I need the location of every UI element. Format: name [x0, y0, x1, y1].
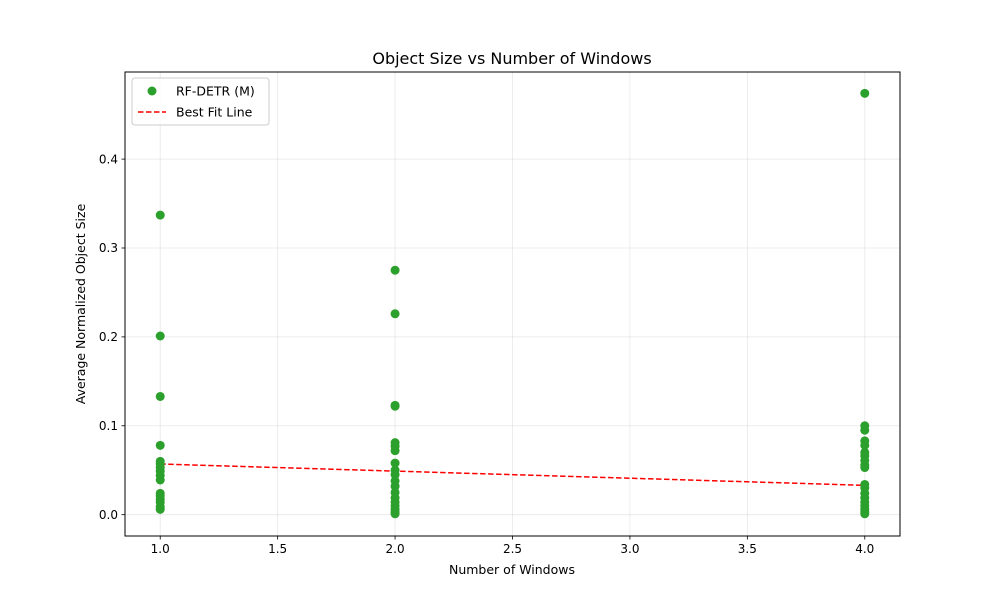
- data-point: [155, 331, 165, 341]
- y-tick-label: 0.4: [99, 152, 118, 166]
- data-point: [390, 509, 400, 519]
- x-tick-label: 2.0: [386, 542, 405, 556]
- data-point: [390, 458, 400, 468]
- y-tick-label: 0.2: [99, 330, 118, 344]
- x-axis-ticks: 1.0 1.5 2.0 2.5 3.0 3.5 4.0: [151, 536, 874, 556]
- line-layer: [160, 463, 865, 487]
- data-point: [860, 440, 870, 450]
- y-axis-ticks: 0.0 0.1 0.2 0.3 0.4: [99, 152, 125, 522]
- data-point: [155, 391, 165, 401]
- data-point: [860, 425, 870, 435]
- x-tick-label: 2.5: [503, 542, 522, 556]
- data-point: [860, 463, 870, 473]
- y-axis-label: Average Normalized Object Size: [73, 203, 88, 404]
- data-point: [860, 88, 870, 98]
- x-tick-label: 3.0: [620, 542, 639, 556]
- chart-title: Object Size vs Number of Windows: [372, 49, 651, 68]
- data-point: [390, 401, 400, 411]
- best-fit-line: [160, 463, 865, 487]
- data-point: [390, 265, 400, 275]
- data-point: [860, 509, 870, 519]
- legend-label-line: Best Fit Line: [176, 105, 253, 120]
- x-tick-label: 3.5: [738, 542, 757, 556]
- data-point: [155, 504, 165, 514]
- y-tick-label: 0.3: [99, 241, 118, 255]
- data-point: [155, 210, 165, 220]
- grid: [125, 72, 900, 536]
- legend-box: [131, 77, 270, 126]
- point-layer: [155, 88, 870, 519]
- data-point: [155, 475, 165, 485]
- data-point: [155, 440, 165, 450]
- data-point: [390, 309, 400, 319]
- data-point: [390, 470, 400, 480]
- x-axis-label: Number of Windows: [449, 562, 575, 577]
- x-tick-label: 1.5: [268, 542, 287, 556]
- x-tick-label: 1.0: [151, 542, 170, 556]
- legend-label-scatter: RF-DETR (M): [176, 84, 255, 99]
- y-tick-label: 0.0: [99, 508, 118, 522]
- x-tick-label: 4.0: [855, 542, 874, 556]
- y-tick-label: 0.1: [99, 419, 118, 433]
- data-point: [390, 481, 400, 491]
- legend: RF-DETR (M) Best Fit Line: [131, 77, 270, 126]
- legend-marker-scatter: [147, 86, 157, 96]
- data-point: [390, 446, 400, 456]
